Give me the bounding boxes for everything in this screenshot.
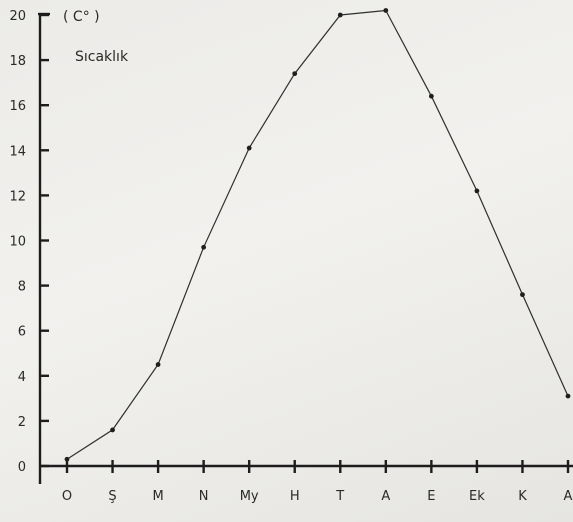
data-point [383,8,389,13]
data-point [155,362,161,367]
axes [38,12,573,484]
data-point [428,93,434,99]
data-point [337,12,343,18]
x-tick-label: O [62,489,72,504]
x-axis-ticks: O Ş M N My H T A E Ek K A [62,460,573,504]
y-tick-label: 8 [18,280,26,295]
data-point [64,456,70,462]
y-tick-label: 14 [9,144,26,159]
y-tick-label: 2 [18,415,26,430]
x-tick-label: K [518,489,527,504]
x-tick-label: H [290,489,300,504]
y-tick-label: 10 [9,235,26,250]
x-tick-label: M [152,489,163,504]
y-tick-label: 12 [9,189,26,204]
x-tick-label: A [381,489,390,504]
x-tick-label: Ş [108,489,116,504]
data-point [292,71,298,77]
x-tick-label: A [564,489,573,504]
x-tick-label: Ek [469,489,485,504]
y-tick-label: 0 [18,460,26,475]
y-tick-label: 6 [18,325,26,340]
y-tick-label: 18 [9,54,26,69]
data-point [520,292,525,298]
y-tick-label: 16 [9,99,26,114]
data-point [110,427,115,433]
series [64,8,571,462]
data-point [565,393,571,399]
y-unit-label: ( C° ) [63,9,100,25]
y-axis-ticks: 0 2 4 6 8 10 12 14 16 18 20 [9,9,49,475]
series-line [66,9,569,460]
x-tick-label: N [199,489,209,504]
data-point [474,188,480,194]
y-tick-label: 20 [9,9,26,24]
x-tick-label: My [240,489,259,504]
data-point [201,244,207,250]
x-tick-label: E [427,489,435,504]
y-tick-label: 4 [18,370,26,385]
x-tick-label: T [335,489,344,504]
chart-title: Sıcaklık [75,49,129,65]
data-point [246,145,252,151]
